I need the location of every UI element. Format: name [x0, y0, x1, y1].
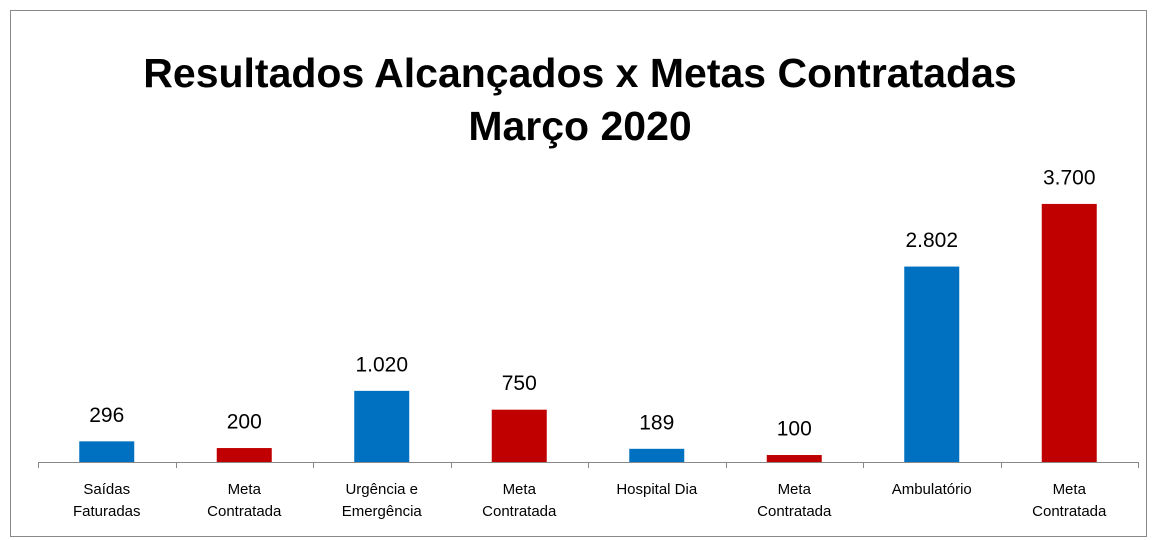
x-tick-label: Meta Contratada	[482, 481, 557, 520]
bar	[1041, 203, 1097, 463]
bar	[216, 448, 272, 462]
bar	[904, 266, 960, 462]
bar	[629, 448, 685, 462]
data-label: 750	[502, 372, 537, 395]
bar	[491, 409, 547, 462]
x-tick-label: Meta Contratada	[1032, 481, 1107, 520]
x-tick-label: Hospital Dia	[616, 481, 698, 498]
data-label: 200	[227, 411, 262, 434]
x-tick-label: Saídas Faturadas	[72, 481, 141, 520]
data-label: 2.802	[905, 229, 958, 252]
data-label: 3.700	[1043, 166, 1096, 189]
x-tick-label: Meta Contratada	[207, 481, 282, 520]
chart-title: Resultados Alcançados x Metas Contratada…	[143, 50, 1016, 96]
chart-title: Março 2020	[468, 103, 691, 149]
data-label: 100	[777, 418, 812, 441]
x-tick-label: Meta Contratada	[757, 481, 832, 520]
data-label: 296	[89, 404, 124, 427]
bar	[79, 441, 135, 462]
data-label: 189	[639, 411, 674, 434]
bar	[354, 390, 410, 462]
bar	[766, 455, 822, 462]
x-tick-label: Ambulatório	[891, 481, 972, 498]
data-label: 1.020	[355, 353, 408, 376]
x-tick-label: Urgência e Emergência	[341, 481, 422, 520]
